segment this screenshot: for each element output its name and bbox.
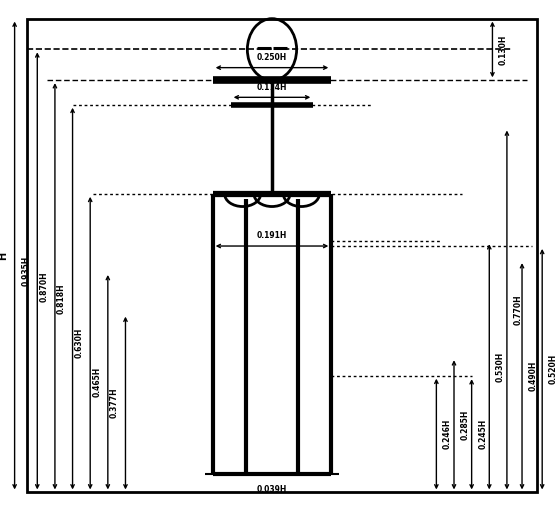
- Text: H: H: [0, 251, 8, 260]
- Text: 0.770H: 0.770H: [513, 295, 522, 326]
- Text: 0.490H: 0.490H: [528, 361, 537, 391]
- Text: 0.174H: 0.174H: [257, 83, 287, 92]
- Text: 0.935H: 0.935H: [22, 256, 31, 286]
- Text: 0.530H: 0.530H: [496, 352, 505, 382]
- Text: 0.520H: 0.520H: [549, 354, 558, 384]
- Text: 0.377H: 0.377H: [110, 388, 119, 419]
- Text: 0.465H: 0.465H: [92, 367, 101, 398]
- Text: 0.245H: 0.245H: [478, 419, 487, 450]
- Text: 0.285H: 0.285H: [460, 410, 470, 440]
- Text: 0.818H: 0.818H: [57, 283, 66, 314]
- Text: 0.039H: 0.039H: [257, 485, 287, 494]
- Text: 0.191H: 0.191H: [257, 231, 287, 240]
- Text: 0.630H: 0.630H: [75, 328, 84, 358]
- Text: 0.130H: 0.130H: [499, 34, 508, 64]
- Text: 0.250H: 0.250H: [257, 53, 287, 62]
- Text: 0.870H: 0.870H: [39, 271, 49, 301]
- Text: 0.246H: 0.246H: [443, 419, 452, 449]
